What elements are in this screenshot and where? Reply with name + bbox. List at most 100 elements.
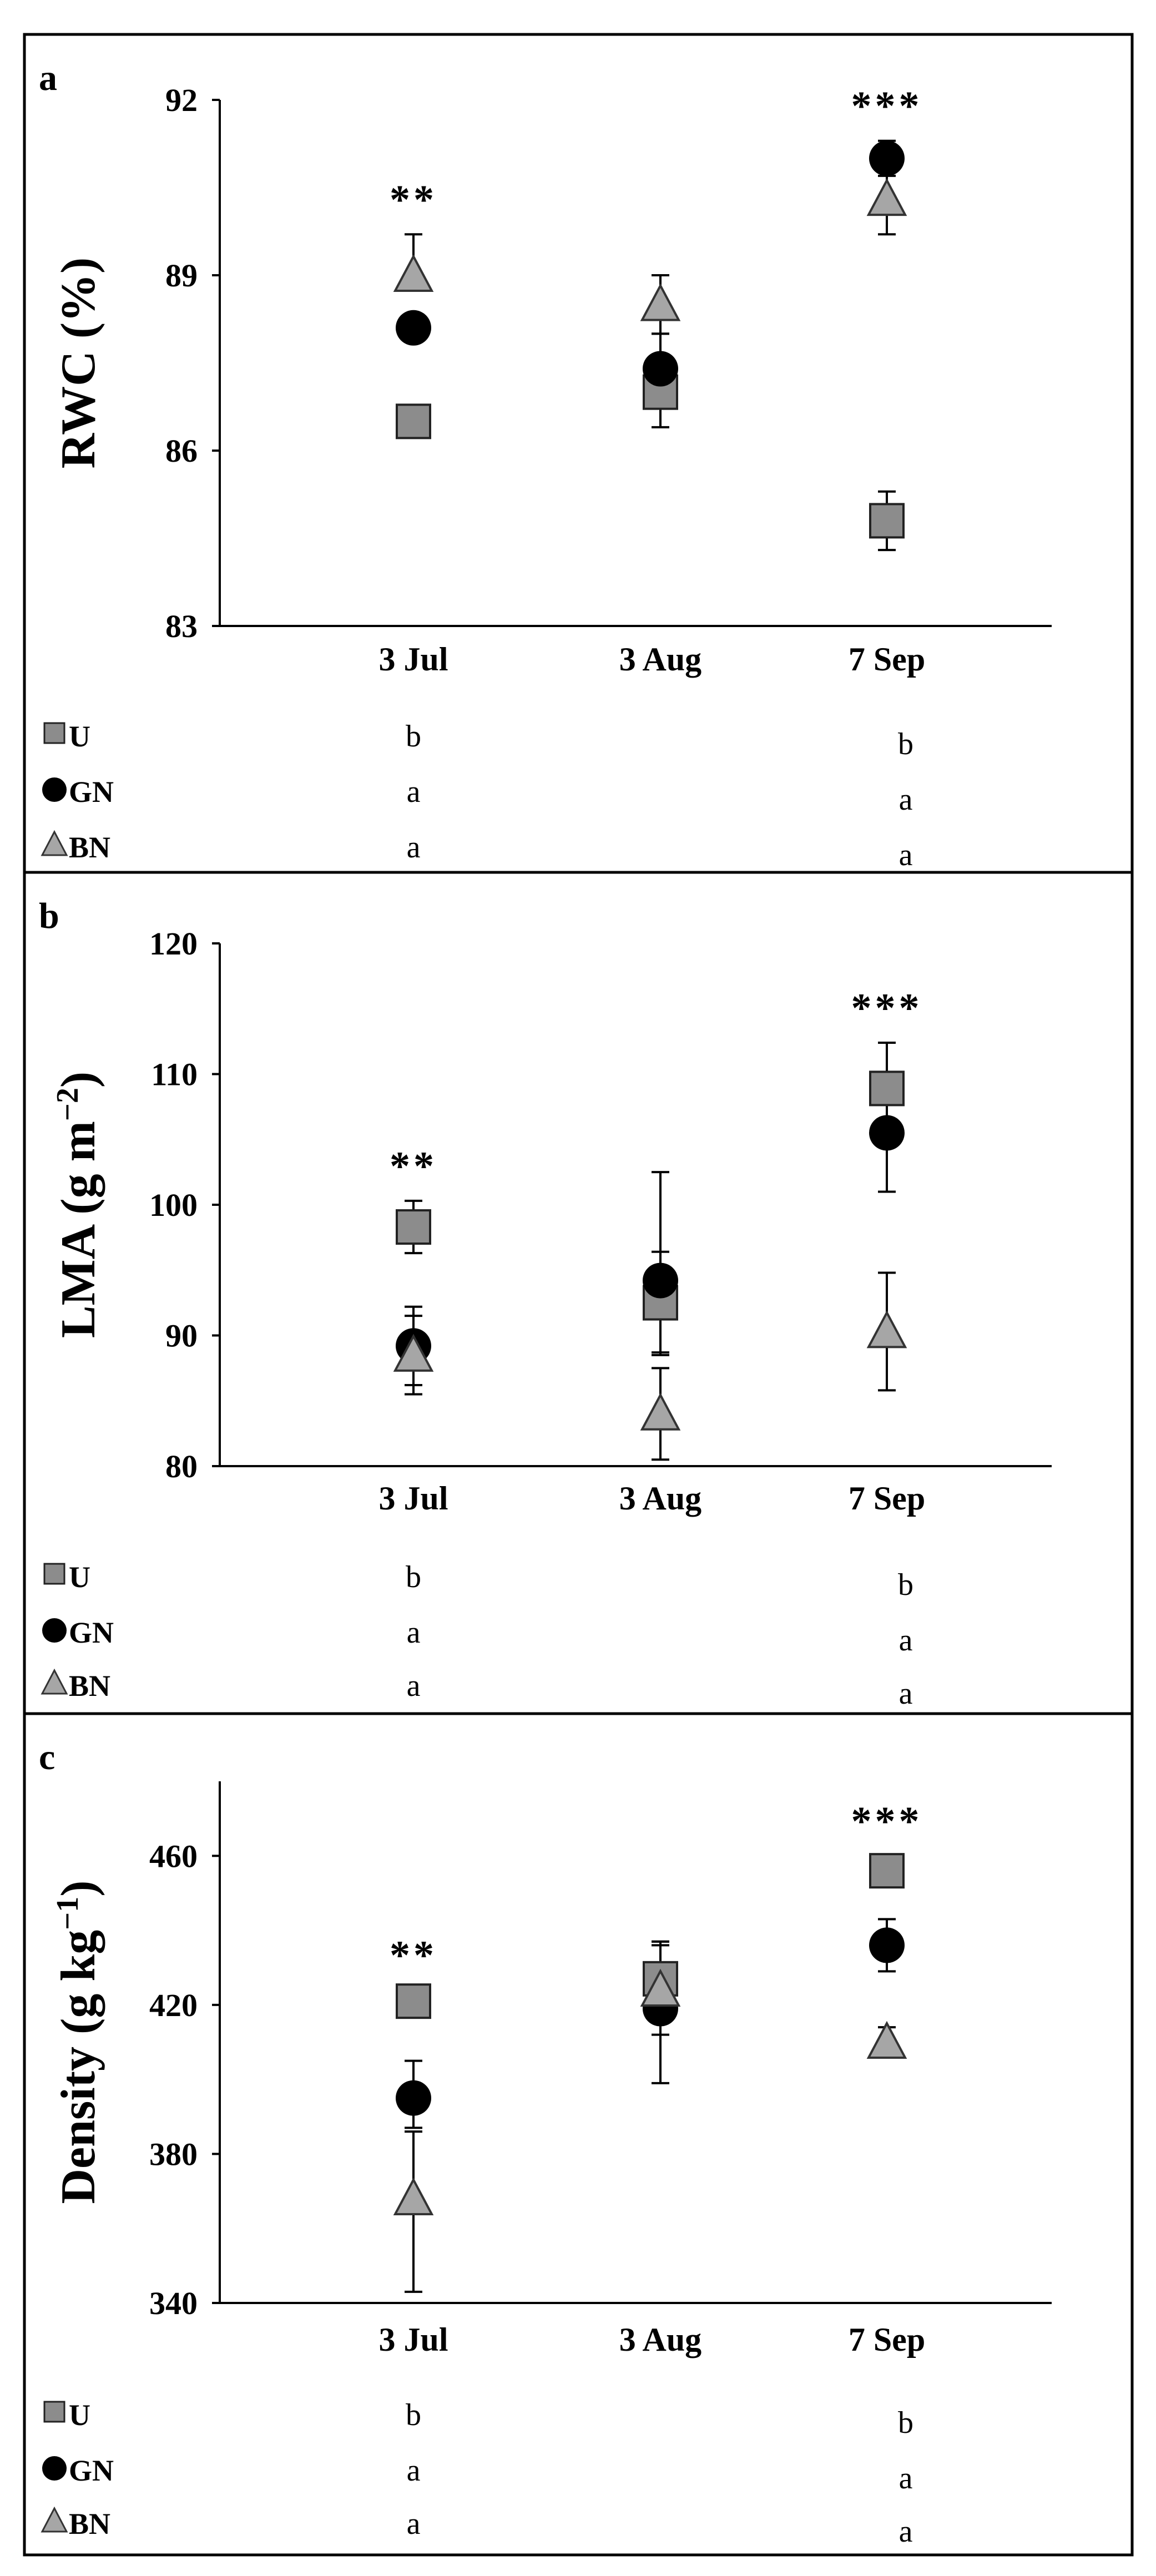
y-tick-label: 86 bbox=[165, 433, 198, 469]
y-axis-label-tail: ) bbox=[52, 1072, 105, 1088]
y-axis-label-text: RWC (%) bbox=[52, 257, 105, 469]
significance-marker: *** bbox=[851, 84, 923, 129]
data-point-gn bbox=[869, 140, 905, 176]
group-letter: a bbox=[899, 1676, 913, 1711]
group-letter: a bbox=[899, 2461, 913, 2496]
legend-marker-gn bbox=[42, 777, 67, 802]
data-point-u bbox=[869, 1070, 905, 1107]
significance-marker: ** bbox=[390, 1933, 437, 1978]
y-axis-label-tail: ) bbox=[52, 1880, 105, 1896]
y-tick-label: 89 bbox=[165, 257, 198, 294]
group-letter: b bbox=[898, 2406, 913, 2440]
x-tick-label: 7 Sep bbox=[849, 2321, 925, 2358]
y-tick-label: 90 bbox=[165, 1318, 198, 1354]
y-axis-label-superscript: −1 bbox=[51, 1897, 85, 1930]
y-tick-label: 460 bbox=[149, 1838, 198, 1874]
group-letter: b bbox=[406, 2398, 421, 2432]
group-letter: a bbox=[407, 830, 421, 865]
legend-label: U bbox=[69, 720, 90, 753]
group-letter: a bbox=[899, 2514, 913, 2549]
y-tick-label: 340 bbox=[149, 2285, 198, 2321]
chart-panel-c: c 460 420 380 340 Density (g kg−1) 3 Jul 3 Aug 7… bbox=[39, 1737, 1052, 2549]
data-point-bn bbox=[393, 2177, 434, 2215]
y-axis-label: Density (g kg−1) bbox=[51, 1880, 105, 2204]
group-letter: a bbox=[407, 1615, 421, 1650]
data-point-bn bbox=[393, 1334, 434, 1372]
x-tick-label: 3 Jul bbox=[378, 2321, 448, 2358]
legend-label: GN bbox=[69, 2454, 114, 2487]
data-point-u bbox=[396, 1983, 431, 2019]
y-tick-label: 420 bbox=[149, 1987, 198, 2023]
data-point-gn bbox=[396, 310, 431, 346]
significance-marker: ** bbox=[390, 1144, 437, 1189]
group-letter: a bbox=[407, 775, 421, 809]
y-tick-label: 120 bbox=[149, 926, 198, 962]
y-tick-label: 83 bbox=[165, 608, 198, 644]
significance-marker: *** bbox=[851, 986, 923, 1031]
x-tick-label: 7 Sep bbox=[849, 1480, 925, 1517]
x-tick-label: 3 Jul bbox=[378, 641, 448, 678]
legend-marker-bn bbox=[41, 1668, 68, 1695]
group-letter: b bbox=[406, 1560, 421, 1594]
y-tick-label: 80 bbox=[165, 1448, 198, 1484]
x-tick-label: 3 Aug bbox=[619, 641, 701, 678]
legend-marker-bn bbox=[41, 830, 68, 856]
legend-label: GN bbox=[69, 1616, 114, 1649]
group-letter: a bbox=[407, 2507, 421, 2541]
group-letter: a bbox=[407, 2453, 421, 2488]
x-tick-label: 7 Sep bbox=[849, 641, 925, 678]
group-letter: a bbox=[899, 1623, 913, 1658]
legend-marker-u bbox=[43, 2401, 65, 2423]
data-point-gn bbox=[643, 351, 678, 387]
panel-label: a bbox=[39, 58, 57, 98]
data-point-bn bbox=[393, 254, 434, 292]
data-point-gn bbox=[869, 1927, 905, 1963]
data-point-u bbox=[869, 503, 905, 539]
data-point-u bbox=[869, 1853, 905, 1889]
legend-label: BN bbox=[69, 2507, 110, 2540]
legend-marker-gn bbox=[42, 1618, 67, 1643]
legend-label: GN bbox=[69, 775, 114, 809]
legend-marker-u bbox=[43, 722, 65, 744]
significance-marker: ** bbox=[390, 177, 437, 223]
significance-marker: *** bbox=[851, 1799, 923, 1844]
legend-marker-gn bbox=[42, 2456, 67, 2481]
x-tick-label: 3 Aug bbox=[619, 2321, 701, 2358]
legend-label: BN bbox=[69, 1669, 110, 1703]
x-tick-label: 3 Jul bbox=[378, 1480, 448, 1517]
legend-label: BN bbox=[69, 831, 110, 864]
panel-label: c bbox=[39, 1737, 55, 1777]
data-point-u bbox=[396, 403, 431, 440]
data-point-bn bbox=[866, 1310, 907, 1348]
group-letter: b bbox=[898, 727, 913, 761]
y-axis-label: LMA (g m−2) bbox=[51, 1072, 105, 1338]
data-point-gn bbox=[869, 1115, 905, 1151]
data-point-bn bbox=[640, 1968, 681, 2007]
data-point-gn bbox=[396, 2080, 431, 2116]
group-letter: b bbox=[898, 1568, 913, 1602]
legend-marker-bn bbox=[41, 2506, 68, 2533]
y-tick-label: 92 bbox=[165, 82, 198, 118]
y-tick-label: 100 bbox=[149, 1187, 198, 1223]
y-tick-label: 110 bbox=[151, 1057, 198, 1093]
panel-label: b bbox=[39, 896, 59, 936]
y-axis-label-text: LMA (g m bbox=[52, 1121, 105, 1338]
group-letter: a bbox=[407, 1669, 421, 1703]
group-letter: a bbox=[899, 838, 913, 872]
figure-frame bbox=[23, 33, 1134, 2557]
chart-panel-b: b 120 110 100 90 80 LMA (g m−2) 3 Jul 3 Aug 7 Sep… bbox=[39, 896, 1052, 1711]
data-point-bn bbox=[640, 283, 681, 321]
y-axis-label-superscript: −2 bbox=[51, 1088, 85, 1121]
data-point-bn bbox=[640, 1392, 681, 1431]
y-axis-label-text: Density (g kg bbox=[52, 1930, 105, 2204]
legend-label: U bbox=[69, 2398, 90, 2432]
data-point-bn bbox=[866, 178, 907, 216]
y-axis-label: RWC (%) bbox=[52, 257, 105, 469]
y-tick-label: 380 bbox=[149, 2136, 198, 2172]
data-point-u bbox=[396, 1209, 431, 1245]
legend-marker-u bbox=[43, 1563, 65, 1585]
x-tick-label: 3 Aug bbox=[619, 1480, 701, 1517]
group-letter: a bbox=[899, 782, 913, 817]
